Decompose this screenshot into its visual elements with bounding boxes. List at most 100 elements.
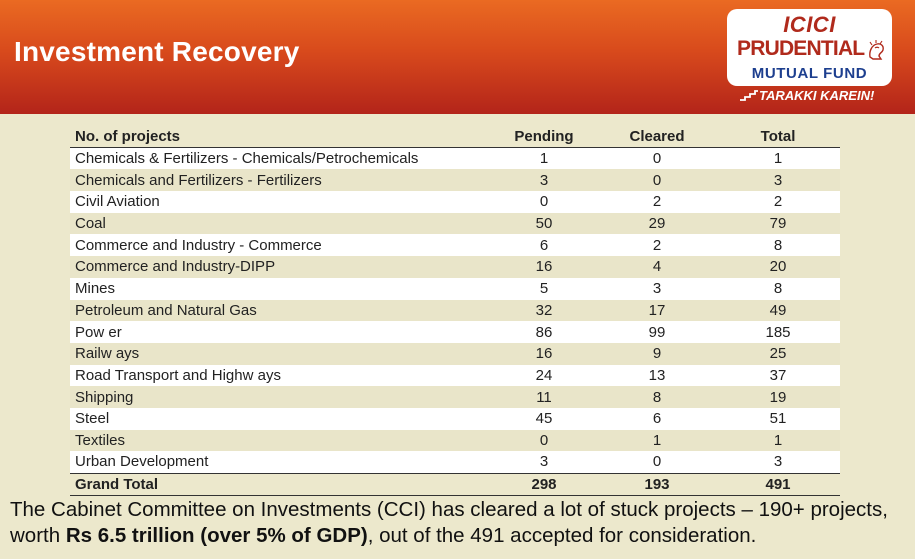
summary-text-part2: , out of the 491 accepted for considerat… <box>367 524 757 547</box>
table-row: Steel 45 6 51 <box>70 407 840 430</box>
row-cleared: 99 <box>648 323 666 341</box>
row-total: 49 <box>769 301 787 319</box>
row-cleared: 0 <box>652 150 662 168</box>
row-sector: Road Transport and Highw ays <box>75 366 281 384</box>
row-total: 3 <box>773 453 783 471</box>
row-cleared: 1 <box>652 431 662 449</box>
table-row: Road Transport and Highw ays 24 13 37 <box>70 364 840 387</box>
row-pending: 11 <box>536 388 552 406</box>
row-total: 1 <box>773 431 783 449</box>
table-row: Shipping 11 8 19 <box>70 386 840 408</box>
row-sector: Shipping <box>75 388 134 406</box>
row-cleared: 4 <box>652 258 662 276</box>
row-sector: Pow er <box>75 323 122 341</box>
grand-total-label: Grand Total <box>70 472 490 496</box>
table-header-row: No. of projects Pending Cleared Total <box>70 126 840 149</box>
row-sector: Coal <box>75 215 106 233</box>
row-pending: 32 <box>535 301 553 319</box>
row-pending: 1 <box>539 150 549 168</box>
row-cleared: 8 <box>652 388 662 406</box>
row-pending: 5 <box>539 280 549 298</box>
grand-total-total: 491 <box>716 472 840 496</box>
logo-text-icici: ICICI <box>783 12 836 37</box>
projects-table: No. of projects Pending Cleared Total Ch… <box>70 126 840 496</box>
table-row: Chemicals & Fertilizers - Chemicals/Petr… <box>70 147 840 170</box>
row-cleared: 3 <box>652 280 662 298</box>
icici-prudential-logo: ICICI PRUDENTIAL MUTUAL FUND <box>727 9 892 86</box>
row-cleared: 0 <box>652 171 662 189</box>
row-cleared: 29 <box>648 215 666 233</box>
row-pending: 0 <box>539 431 549 449</box>
summary-paragraph: The Cabinet Committee on Investments (CC… <box>10 497 910 549</box>
row-total: 1 <box>773 150 783 168</box>
row-total: 37 <box>769 366 787 384</box>
row-total: 8 <box>773 280 783 298</box>
row-cleared: 2 <box>652 236 662 254</box>
row-total: 8 <box>773 236 783 254</box>
row-sector: Chemicals and Fertilizers - Fertilizers <box>75 171 322 189</box>
row-total: 79 <box>769 215 787 233</box>
row-pending: 6 <box>539 236 549 254</box>
table-row: Civil Aviation 0 2 2 <box>70 191 840 213</box>
row-total: 51 <box>769 410 787 428</box>
lion-icon <box>869 40 884 60</box>
logo-text-mutual-fund: MUTUAL FUND <box>751 65 868 82</box>
row-cleared: 0 <box>652 453 662 471</box>
row-sector: Textiles <box>75 431 126 449</box>
row-sector: Commerce and Industry-DIPP <box>75 258 276 276</box>
row-cleared: 13 <box>648 366 666 384</box>
row-pending: 3 <box>539 171 549 189</box>
row-cleared: 2 <box>652 193 662 211</box>
row-sector: Commerce and Industry - Commerce <box>75 236 322 254</box>
grand-total-row: Grand Total 298 193 491 <box>70 472 840 496</box>
slide-title: Investment Recovery <box>14 36 300 67</box>
row-pending: 3 <box>539 453 549 471</box>
row-total: 20 <box>769 258 787 276</box>
logo-text-prudential: PRUDENTIAL <box>737 37 865 60</box>
grand-total-cleared: 193 <box>598 472 716 496</box>
table-row: Pow er 86 99 185 <box>70 321 840 343</box>
row-sector: Mines <box>75 280 116 298</box>
row-sector: Civil Aviation <box>75 193 160 211</box>
row-pending: 50 <box>535 215 553 233</box>
row-sector: Urban Development <box>75 453 209 471</box>
table-row: Coal 50 29 79 <box>70 212 840 235</box>
row-pending: 16 <box>535 258 553 276</box>
row-sector: Petroleum and Natural Gas <box>75 301 257 319</box>
table-row: Petroleum and Natural Gas 32 17 49 <box>70 299 840 322</box>
row-total: 25 <box>769 345 787 363</box>
table-row: Commerce and Industry - Commerce 6 2 8 <box>70 234 840 257</box>
table-row: Urban Development 3 0 3 <box>70 451 840 473</box>
row-pending: 24 <box>535 366 553 384</box>
summary-text-highlight: Rs 6.5 trillion (over 5% of GDP) <box>65 524 368 547</box>
table-row: Commerce and Industry-DIPP 16 4 20 <box>70 256 840 278</box>
row-total: 185 <box>765 323 791 341</box>
row-pending: 86 <box>535 323 553 341</box>
stair-arrow-icon <box>740 90 758 101</box>
tagline-text: TARAKKI KAREIN! <box>759 88 875 103</box>
row-pending: 45 <box>535 410 553 428</box>
row-cleared: 6 <box>652 410 662 428</box>
row-total: 3 <box>773 171 783 189</box>
row-pending: 16 <box>535 345 553 363</box>
column-header-total: Total <box>716 126 840 149</box>
row-pending: 0 <box>539 193 549 211</box>
row-total: 19 <box>769 388 787 406</box>
logo-tagline: TARAKKI KAREIN! <box>739 88 874 103</box>
grand-total-pending: 298 <box>490 472 598 496</box>
column-header-pending: Pending <box>490 126 598 149</box>
column-header-cleared: Cleared <box>598 126 716 149</box>
row-sector: Steel <box>75 410 110 428</box>
table-row: Railw ays 16 9 25 <box>70 342 840 365</box>
row-sector: Railw ays <box>75 345 140 363</box>
table-row: Chemicals and Fertilizers - Fertilizers 3… <box>70 169 840 192</box>
slide-header: Investment Recovery ICICI PRUDENTIAL MUT… <box>0 0 915 114</box>
table-row: Mines 5 3 8 <box>70 277 840 300</box>
column-header-projects: No. of projects <box>70 126 490 149</box>
table-row: Textiles 0 1 1 <box>70 429 840 452</box>
row-cleared: 17 <box>648 301 666 319</box>
row-cleared: 9 <box>652 345 662 363</box>
row-total: 2 <box>773 193 783 211</box>
row-sector: Chemicals & Fertilizers - Chemicals/Petr… <box>75 150 419 168</box>
summary-text-part1: The Cabinet Committee on Investments (CC… <box>10 498 888 547</box>
